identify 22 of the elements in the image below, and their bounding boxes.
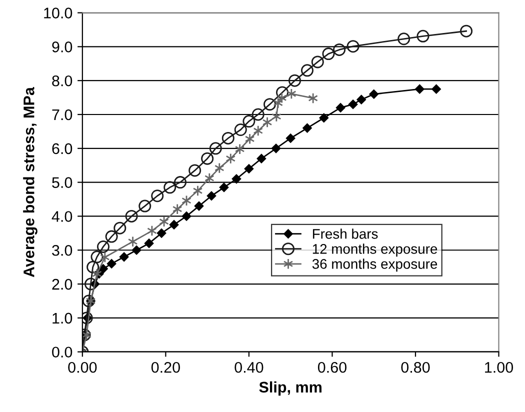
y-tick-label: 10.0 (44, 8, 72, 18)
y-tick-label: 0.0 (52, 346, 72, 358)
y-tick-label: 5.0 (52, 177, 72, 188)
x-axis-title: Slip, mm (259, 381, 322, 396)
legend-label: 36 months exposure (312, 258, 438, 272)
y-tick-label: 7.0 (52, 109, 72, 120)
y-tick-label: 2.0 (52, 278, 72, 290)
x-tick-label: 0.80 (401, 362, 430, 373)
x-tick-label: 0.00 (68, 362, 97, 373)
y-tick-label: 6.0 (52, 143, 72, 154)
y-axis-title: Average bond stress, MPa (23, 86, 38, 278)
y-tick-label: 9.0 (52, 42, 72, 52)
y-tick-label: 4.0 (52, 211, 72, 222)
y-tick-label: 3.0 (52, 244, 72, 256)
y-tick-label: 1.0 (52, 312, 72, 324)
x-tick-label: 0.60 (318, 362, 346, 373)
x-tick-label: 0.20 (151, 362, 180, 373)
x-tick-label: 0.40 (234, 362, 264, 373)
y-tick-label: 8.0 (52, 75, 72, 86)
x-tick-label: 1.00 (485, 362, 514, 373)
legend-label: Fresh bars (312, 228, 378, 239)
legend-label: 12 months exposure (312, 244, 438, 257)
